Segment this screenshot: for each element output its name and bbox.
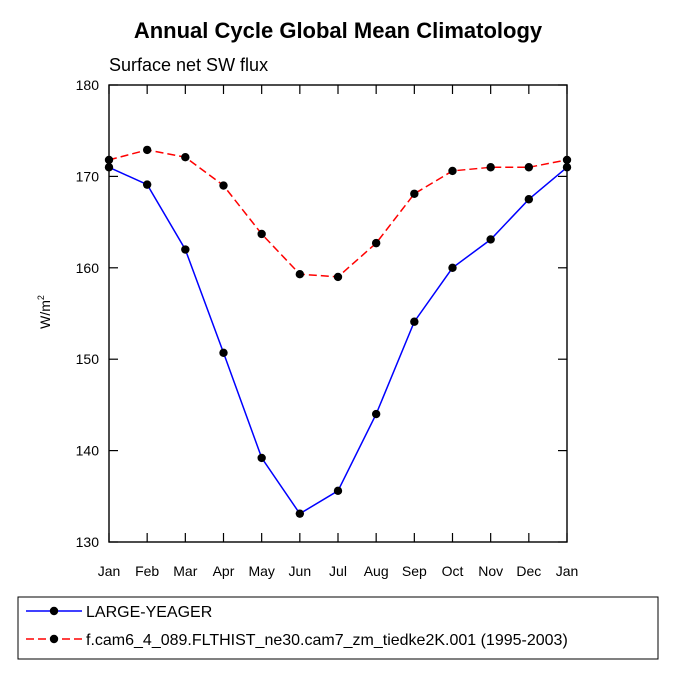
- data-point: [448, 263, 457, 272]
- data-point: [219, 181, 228, 190]
- data-point: [333, 272, 343, 282]
- y-tick-label: 180: [76, 77, 100, 93]
- legend-marker: [49, 634, 59, 644]
- data-point: [257, 453, 266, 463]
- data-point: [295, 269, 305, 279]
- legend-label-1: LARGE-YEAGER: [86, 604, 212, 621]
- legend-marker: [49, 606, 59, 616]
- x-tick-label: Jan: [556, 563, 579, 579]
- legend: LARGE-YEAGER f.cam6_4_089.FLTHIST_ne30.ca…: [17, 596, 659, 660]
- x-tick-label: Apr: [213, 563, 235, 579]
- data-point: [486, 163, 495, 172]
- y-axis-label: W/m2: [36, 295, 53, 329]
- chart-title: Annual Cycle Global Mean Climatology: [134, 18, 543, 43]
- x-tick-label: Aug: [364, 563, 389, 579]
- y-axis-label-superscript: 2: [36, 295, 46, 300]
- legend-box: [17, 596, 659, 660]
- y-tick-label: 130: [76, 534, 100, 550]
- x-tick-label: Jun: [289, 563, 312, 579]
- data-point: [257, 229, 266, 239]
- data-point: [524, 195, 534, 204]
- y-tick-label: 150: [76, 351, 100, 367]
- legend-label-2: f.cam6_4_089.FLTHIST_ne30.cam7_zm_tiedke…: [86, 632, 568, 649]
- plot-frame: [108, 84, 568, 543]
- x-tick-label: Sep: [402, 563, 427, 579]
- y-tick-label: 160: [76, 260, 100, 276]
- x-tick-label: May: [248, 563, 274, 579]
- svg-text:W/m2: W/m2: [36, 295, 53, 329]
- series-layer: [104, 145, 572, 518]
- x-tick-label: Mar: [173, 563, 197, 579]
- ticks-layer: 130 140 150 160 170 180 Jan Feb Mar Apr May Jun Jul A…: [76, 77, 579, 579]
- x-tick-label: Oct: [442, 563, 464, 579]
- data-point: [295, 509, 305, 518]
- data-point: [524, 163, 534, 172]
- chart-subtitle: Surface net SW flux: [109, 55, 268, 75]
- x-tick-label: Nov: [478, 563, 503, 579]
- y-tick-label: 170: [76, 168, 100, 184]
- data-point: [219, 348, 228, 358]
- series-line-2: [108, 149, 568, 278]
- data-point: [142, 145, 152, 155]
- data-point: [410, 189, 419, 198]
- data-point: [486, 235, 495, 244]
- data-point: [333, 486, 343, 496]
- x-tick-label: Jan: [98, 563, 121, 579]
- data-point: [371, 409, 381, 419]
- series-line-1: [108, 166, 568, 515]
- y-axis-label-text: W/m: [37, 300, 53, 329]
- x-tick-label: Jul: [329, 563, 347, 579]
- data-point: [410, 317, 419, 326]
- data-point: [448, 166, 457, 176]
- data-point: [371, 238, 381, 248]
- data-point: [181, 153, 190, 162]
- data-point: [181, 245, 190, 254]
- y-tick-label: 140: [76, 443, 100, 459]
- x-tick-label: Dec: [516, 563, 541, 579]
- x-tick-label: Feb: [135, 563, 159, 579]
- data-point: [142, 180, 152, 189]
